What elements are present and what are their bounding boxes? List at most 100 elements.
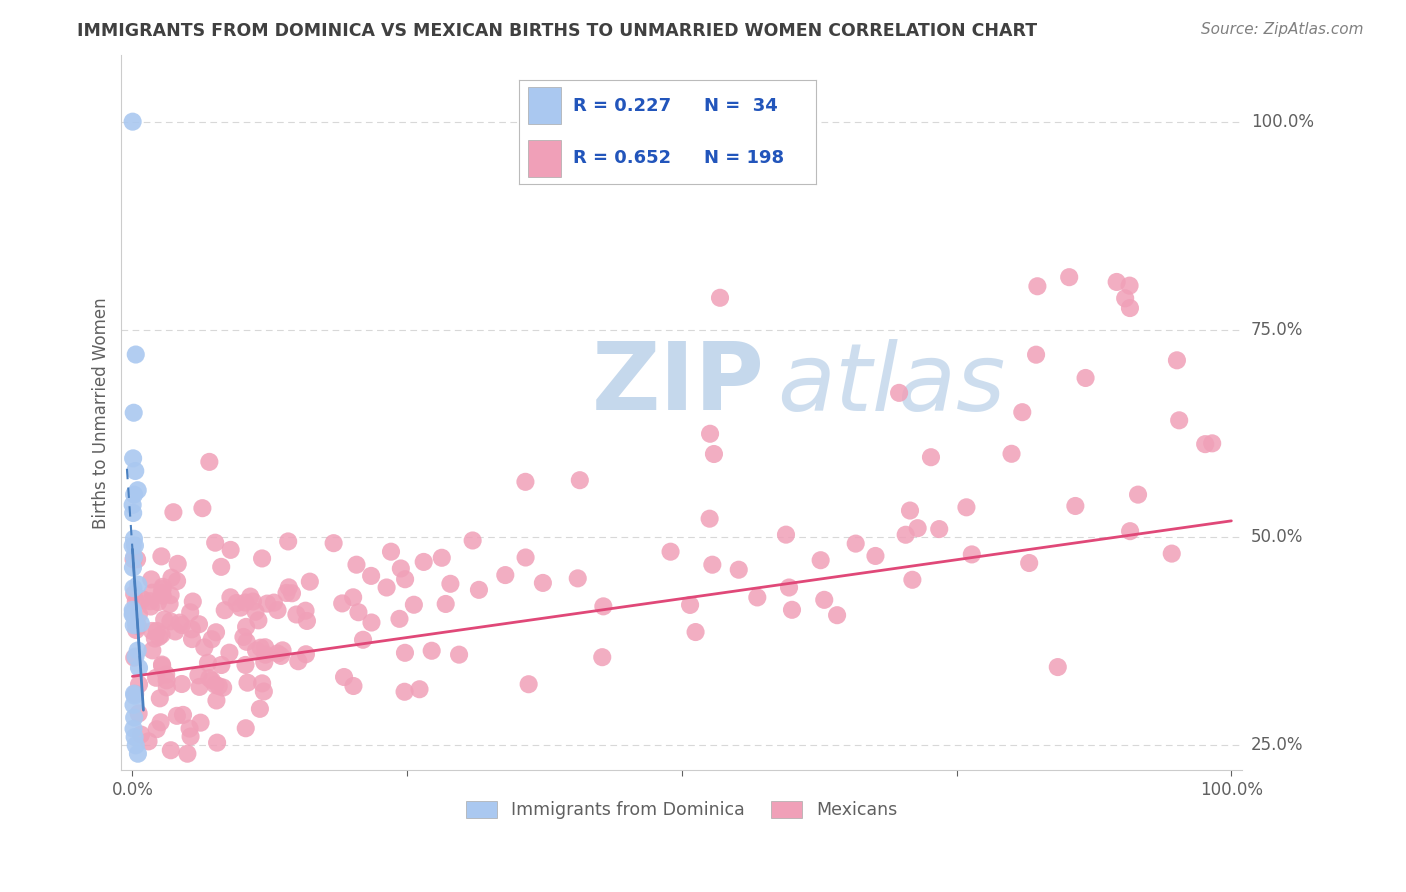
Point <box>124 689 146 703</box>
Point <box>229 600 252 615</box>
Point <box>159 615 181 629</box>
Point <box>128 677 150 691</box>
Point <box>141 643 163 657</box>
Point <box>236 675 259 690</box>
Point <box>955 500 977 515</box>
Point <box>139 599 162 614</box>
Point <box>150 628 173 642</box>
Point <box>145 671 167 685</box>
Point <box>121 603 143 617</box>
Y-axis label: Births to Unmarried Women: Births to Unmarried Women <box>93 297 110 529</box>
Point <box>865 549 887 563</box>
Point <box>179 722 201 736</box>
Point <box>122 650 145 665</box>
Point <box>125 552 148 566</box>
Point <box>360 615 382 630</box>
Point <box>894 527 917 541</box>
Point <box>125 595 148 609</box>
Point <box>122 581 145 595</box>
Point <box>149 715 172 730</box>
Point <box>360 569 382 583</box>
Point <box>1025 348 1047 362</box>
Point <box>780 603 803 617</box>
Point <box>125 739 148 753</box>
Point <box>515 475 537 489</box>
Point <box>412 555 434 569</box>
Point <box>127 643 149 657</box>
Point <box>1114 291 1136 305</box>
Point <box>887 385 910 400</box>
Point <box>141 573 163 587</box>
Point <box>201 632 224 647</box>
Point <box>122 552 145 566</box>
Text: atlas: atlas <box>778 339 1005 430</box>
Point <box>122 698 145 712</box>
Point <box>295 614 318 628</box>
Point <box>402 598 425 612</box>
Point <box>389 561 412 575</box>
Point <box>330 596 353 610</box>
Point <box>159 597 181 611</box>
Point <box>295 647 318 661</box>
Point <box>159 588 181 602</box>
Point <box>219 591 242 605</box>
Text: 75.0%: 75.0% <box>1251 320 1303 339</box>
Point <box>124 687 146 701</box>
Point <box>166 708 188 723</box>
Point <box>209 559 232 574</box>
Point <box>333 670 356 684</box>
Point <box>235 620 257 634</box>
Point <box>347 605 370 619</box>
Point <box>375 581 398 595</box>
Point <box>430 550 453 565</box>
Point <box>180 623 202 637</box>
Point <box>143 632 166 646</box>
Point <box>285 607 308 622</box>
Point <box>254 640 277 655</box>
Point <box>1064 499 1087 513</box>
Point <box>208 679 231 693</box>
Point <box>141 585 163 599</box>
Point <box>281 586 304 600</box>
Point <box>408 682 430 697</box>
Point <box>121 114 143 128</box>
Point <box>146 595 169 609</box>
Point <box>702 558 724 572</box>
Point <box>121 539 143 553</box>
Point <box>352 632 374 647</box>
Point <box>188 617 211 632</box>
Point <box>517 677 540 691</box>
Point <box>567 571 589 585</box>
Point <box>1201 436 1223 450</box>
Text: 25.0%: 25.0% <box>1251 737 1303 755</box>
Point <box>825 608 848 623</box>
Point <box>461 533 484 548</box>
Point <box>394 572 416 586</box>
Point <box>287 654 309 668</box>
Point <box>122 605 145 619</box>
Point <box>205 693 228 707</box>
Point <box>439 576 461 591</box>
Point <box>266 603 288 617</box>
Point <box>156 681 179 695</box>
Text: 100.0%: 100.0% <box>1251 112 1313 130</box>
Point <box>170 618 193 632</box>
Point <box>122 506 145 520</box>
Point <box>170 677 193 691</box>
Point <box>699 426 721 441</box>
Point <box>242 594 264 608</box>
Point <box>1194 437 1216 451</box>
Point <box>679 598 702 612</box>
Point <box>205 625 228 640</box>
Point <box>1057 270 1080 285</box>
Point <box>172 707 194 722</box>
Point <box>813 592 835 607</box>
Point <box>263 596 285 610</box>
Point <box>322 536 344 550</box>
Point <box>928 522 950 536</box>
Point <box>659 544 682 558</box>
Point <box>122 560 145 574</box>
Point <box>235 595 257 609</box>
Point <box>155 673 177 688</box>
Point <box>568 473 591 487</box>
